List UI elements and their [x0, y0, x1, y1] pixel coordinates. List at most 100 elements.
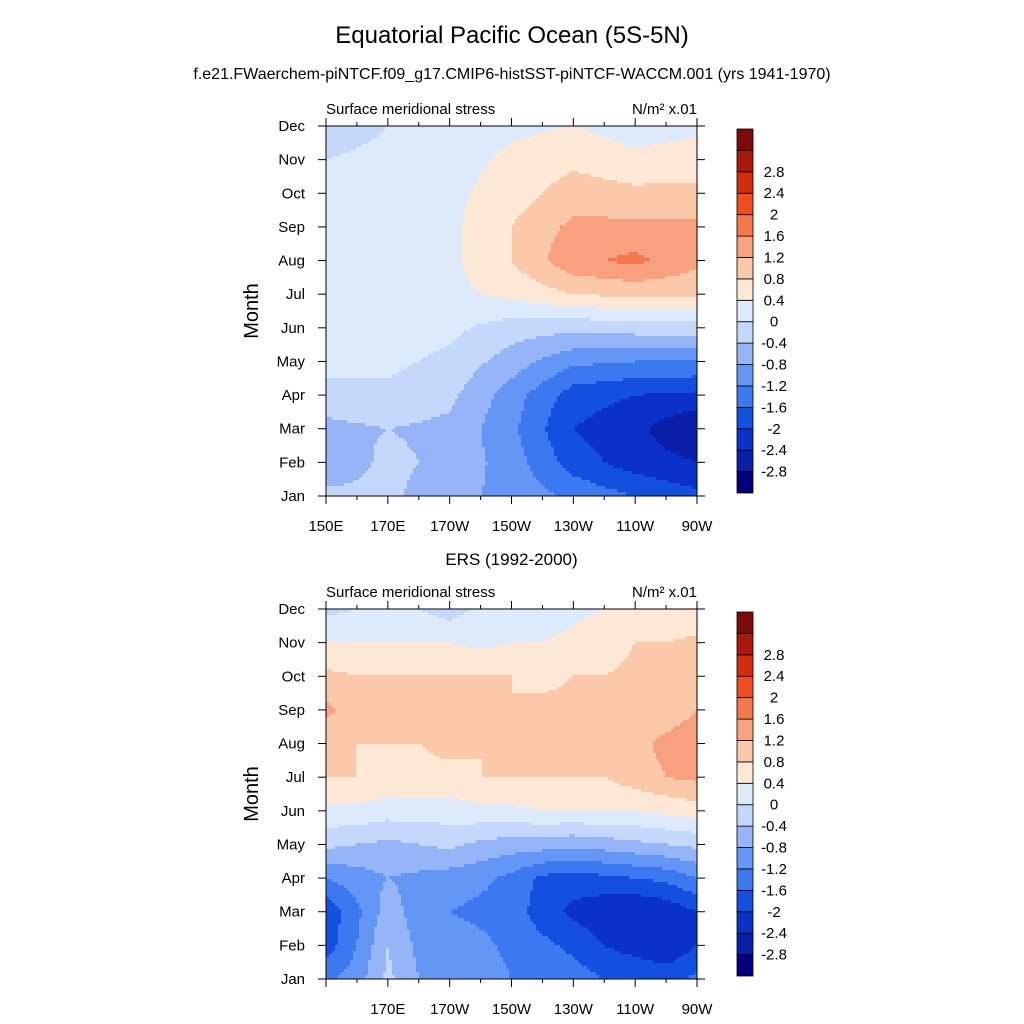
panel-2: Jan Feb Mar Apr May Jun Jul Aug Sep Oct Nov Dec 170E… [241, 550, 787, 1018]
colorbar-label: 0.8 [764, 271, 785, 288]
colorbar-label: 2.8 [764, 647, 785, 664]
colorbar-label: 2.8 [764, 164, 785, 181]
colorbar-box [736, 428, 754, 451]
colorbar-box [736, 740, 754, 763]
colorbar-label: -1.6 [761, 882, 787, 899]
colorbar-box [736, 718, 754, 741]
panel-1: Jan Feb Mar Apr May Jun Jul Aug Sep Oct Nov Dec 150E… [241, 101, 787, 535]
colorbar-box [736, 235, 754, 258]
y-tick-label: Sep [278, 702, 305, 719]
y-axis-label: Month [241, 283, 263, 339]
colorbar-box [736, 150, 754, 173]
x-tick-label: 170E [370, 1001, 405, 1018]
colorbar-box [736, 675, 754, 699]
colorbar-box [736, 214, 754, 237]
x-tick-label: 150E [308, 518, 343, 535]
colorbar-box [736, 299, 754, 323]
colorbar-box [736, 611, 754, 634]
colorbar-label: 1.2 [764, 249, 785, 266]
x-tick-label: 150W [492, 1001, 532, 1018]
x-tick-label: 170W [430, 1001, 470, 1018]
colorbar-label: -0.4 [761, 818, 787, 835]
colorbar-label: -2 [767, 904, 780, 921]
colorbar-box [736, 385, 754, 408]
colorbar-box [736, 342, 754, 365]
x-tick-label: 170W [430, 518, 470, 535]
y-tick-label: Feb [279, 454, 305, 471]
colorbar-box [736, 782, 754, 806]
colorbar-label: -2 [767, 421, 780, 438]
y-tick-label: May [277, 353, 306, 370]
y-tick-label: Nov [278, 152, 305, 169]
x-tick-label: 90W [682, 1001, 714, 1018]
colorbar-box [736, 889, 754, 913]
x-tick-label: 130W [554, 1001, 594, 1018]
colorbar-box [736, 406, 754, 430]
colorbar-label: 2.4 [764, 185, 785, 202]
units-label: N/m² x.01 [632, 584, 697, 601]
colorbar-label: -2.4 [761, 442, 787, 459]
colorbar-label: 0 [770, 314, 778, 331]
y-tick-label: Jun [281, 320, 305, 337]
colorbar-box [736, 911, 754, 934]
colorbar-box [736, 321, 754, 344]
y-tick-label: May [277, 836, 306, 853]
y-axis-label: Month [241, 766, 263, 822]
y-tick-label: Jan [281, 488, 305, 505]
colorbar-box [736, 171, 754, 194]
variable-label: Surface meridional stress [326, 101, 495, 118]
y-tick-label: Jun [281, 803, 305, 820]
colorbar-box [736, 847, 754, 870]
x-tick-label: 110W [616, 1001, 655, 1018]
y-tick-label: Dec [278, 118, 305, 135]
colorbar-box [736, 449, 754, 472]
colorbar-label: -2.4 [761, 925, 787, 942]
colorbar-box [736, 761, 754, 784]
colorbar-label: -2.8 [761, 464, 787, 481]
y-tick-label: Aug [278, 736, 305, 753]
colorbar-box [736, 192, 754, 216]
colorbar-box [736, 654, 754, 677]
x-tick-label: 170E [370, 518, 405, 535]
colorbar-label: -2.8 [761, 947, 787, 964]
colorbar-label: 0 [770, 797, 778, 814]
colorbar: -2.8 -2.4 -2 -1.6 -1.2 -0.8 -0.4 0 0.4 0.8 1.2 1.6 2… [736, 128, 787, 494]
contour-field [326, 609, 698, 980]
colorbar-box [736, 697, 754, 720]
colorbar-box [736, 633, 754, 656]
colorbar-label: 2.4 [764, 668, 785, 685]
colorbar-label: -0.8 [761, 357, 787, 374]
colorbar-box [736, 257, 754, 280]
y-tick-label: Nov [278, 635, 305, 652]
colorbar-label: 1.6 [764, 228, 785, 245]
x-tick-label: 130W [554, 518, 594, 535]
colorbar-box [736, 932, 754, 955]
colorbar-box [736, 804, 754, 827]
colorbar-label: 1.6 [764, 711, 785, 728]
colorbar-label: -1.6 [761, 399, 787, 416]
colorbar-label: -1.2 [761, 861, 787, 878]
figure-subtitle: f.e21.FWaerchem-piNTCF.f09_g17.CMIP6-his… [0, 66, 1024, 84]
variable-label: Surface meridional stress [326, 584, 495, 601]
colorbar-label: -1.2 [761, 378, 787, 395]
colorbar-label: 0.8 [764, 754, 785, 771]
x-tick-label: 90W [682, 518, 714, 535]
colorbar-label: 1.2 [764, 732, 785, 749]
y-tick-label: Sep [278, 219, 305, 236]
y-tick-label: Oct [282, 185, 306, 202]
colorbar-box [736, 471, 754, 494]
y-tick-label: Oct [282, 668, 306, 685]
colorbar-box [736, 364, 754, 387]
panel-title: ERS (1992-2000) [445, 550, 577, 569]
units-label: N/m² x.01 [632, 101, 697, 118]
y-tick-label: Mar [279, 421, 305, 438]
y-tick-label: Jul [286, 769, 305, 786]
colorbar-box [736, 278, 754, 301]
y-tick-label: Dec [278, 601, 305, 618]
colorbar-label: 2 [770, 207, 778, 224]
colorbar-box [736, 868, 754, 891]
colorbar-box [736, 825, 754, 848]
colorbar-label: -0.8 [761, 840, 787, 857]
colorbar: -2.8 -2.4 -2 -1.6 -1.2 -0.8 -0.4 0 0.4 0.8 1.2 1.6 2… [736, 611, 787, 977]
